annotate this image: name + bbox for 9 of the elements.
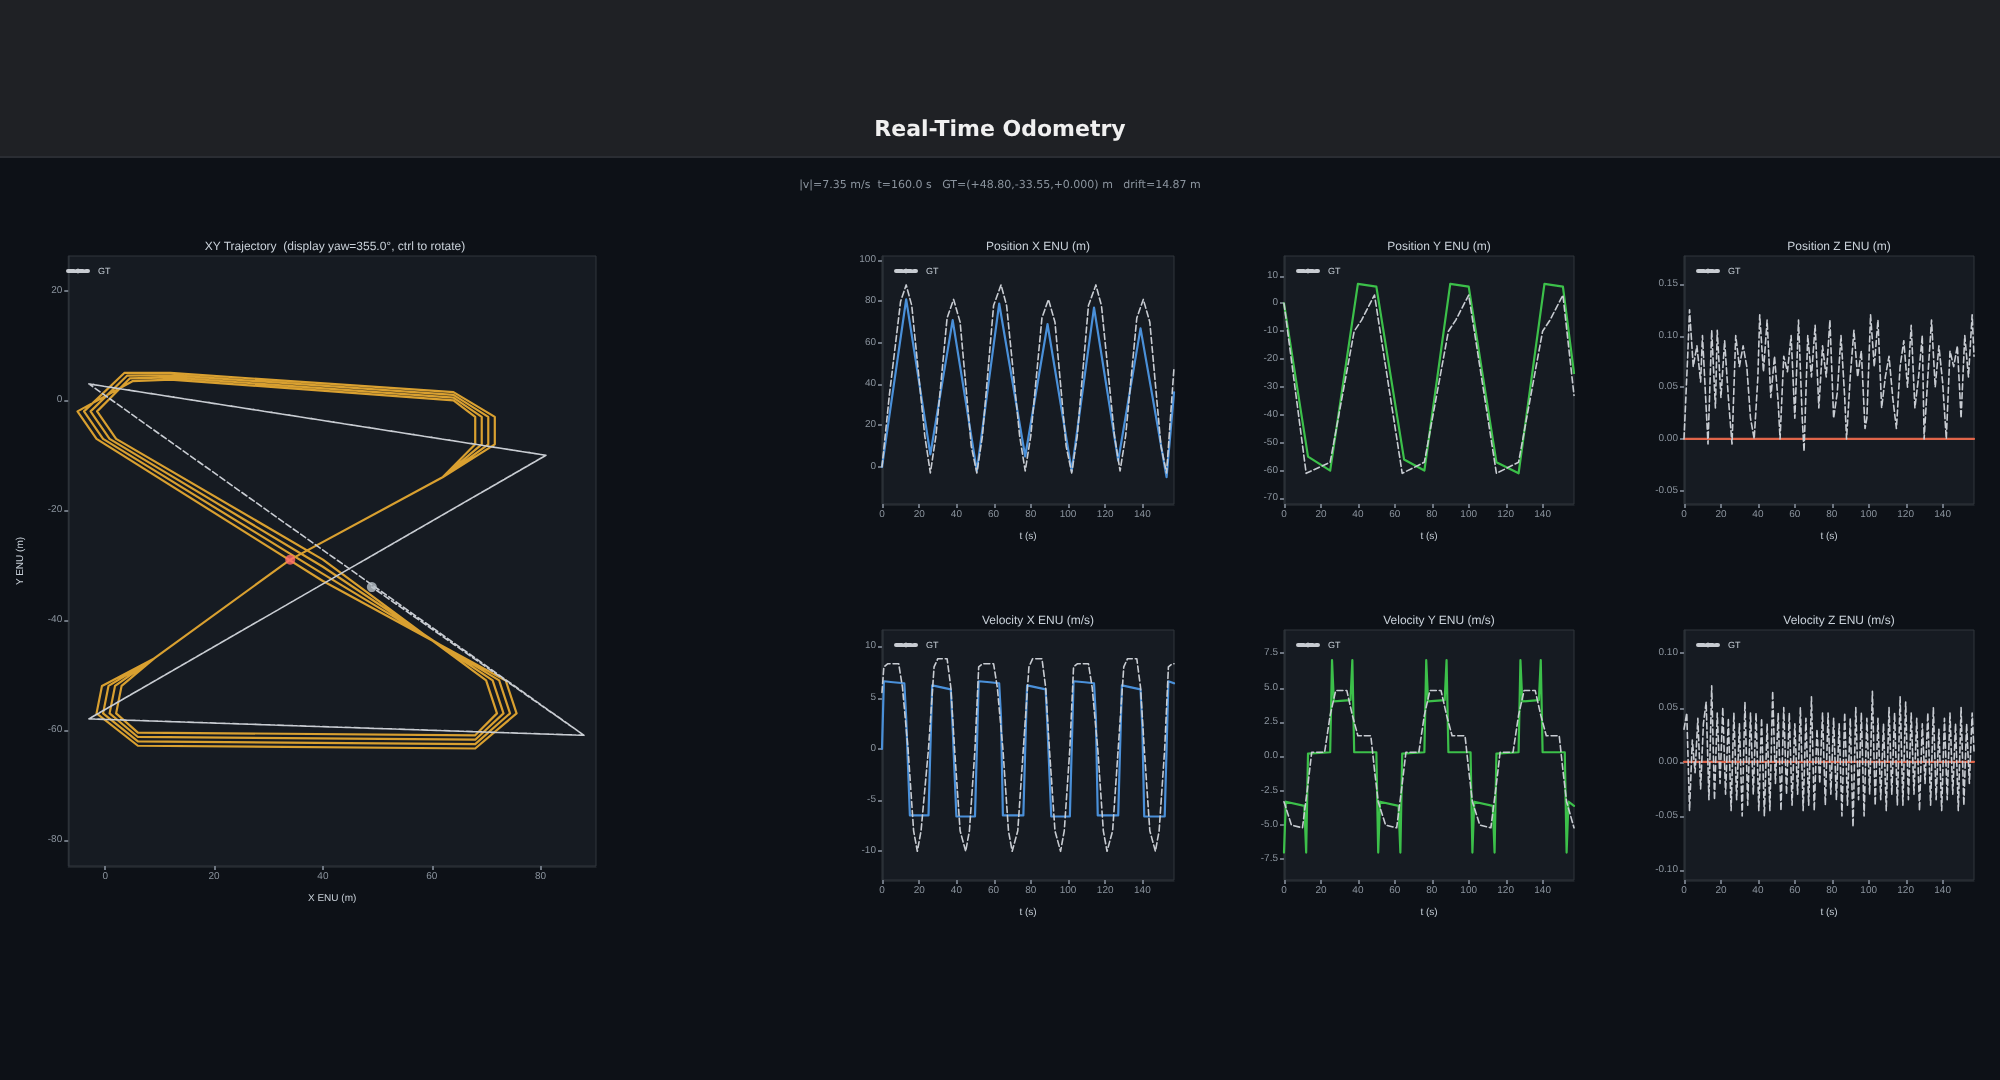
- line-series: [1683, 308, 1975, 453]
- line-series: [881, 657, 1175, 853]
- line-series: [76, 371, 518, 750]
- line-series: [1282, 659, 1576, 854]
- line-series: [1683, 685, 1975, 828]
- text: Real-Time Odometry: [872, 116, 1128, 142]
- line-series: [1283, 689, 1575, 829]
- line-series: [880, 680, 1176, 818]
- line-series: [88, 383, 585, 737]
